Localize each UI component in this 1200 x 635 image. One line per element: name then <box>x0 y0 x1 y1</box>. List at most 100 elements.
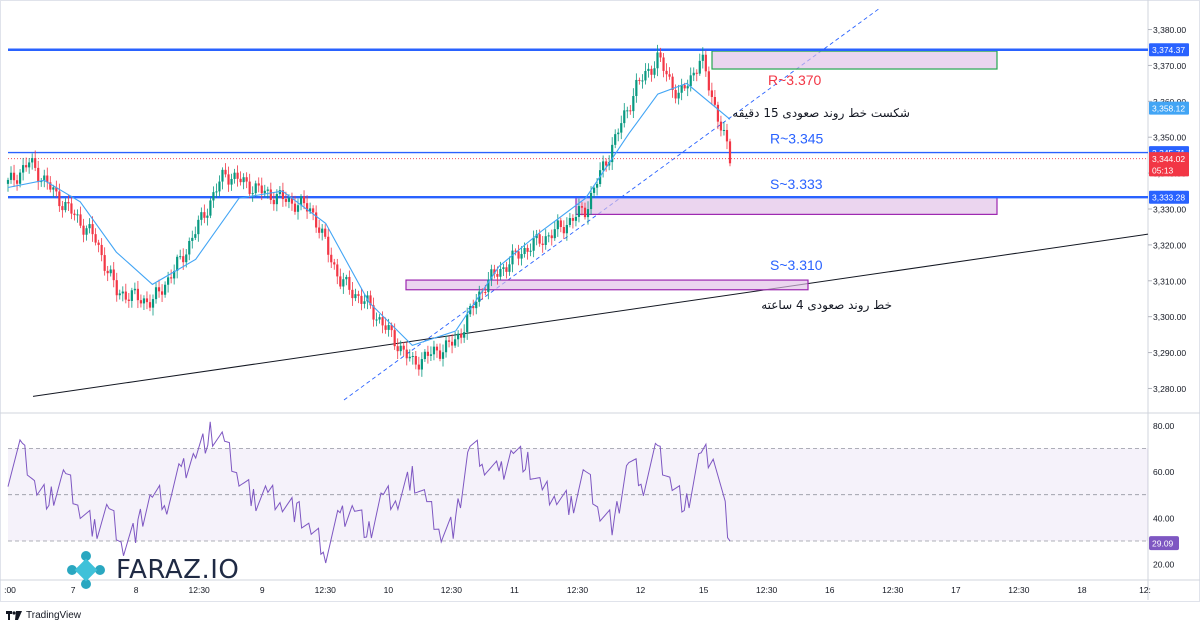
candle-body <box>115 280 118 296</box>
candle-body <box>206 215 209 218</box>
candle-body <box>28 162 31 168</box>
candle-body <box>378 317 381 320</box>
candle-body <box>154 287 158 300</box>
candle-body <box>710 90 713 97</box>
candle-body <box>157 287 161 292</box>
candle-body <box>559 220 562 228</box>
candle-body <box>656 52 659 69</box>
annotation-label: شکست خط روند صعودی 15 دقیقه <box>732 106 910 121</box>
candle-body <box>453 339 457 346</box>
candle-body <box>248 181 251 194</box>
candle-body <box>145 298 149 303</box>
price-tag-text: 3,344.02 <box>1152 154 1185 164</box>
zone-box <box>575 196 998 215</box>
candle-body <box>447 340 451 342</box>
candle-body <box>520 253 523 259</box>
candle-body <box>662 57 665 71</box>
candle-body <box>490 269 493 280</box>
candle-body <box>565 224 568 234</box>
candle-body <box>574 216 578 221</box>
candle-body <box>595 184 599 188</box>
candle-body <box>719 121 723 131</box>
price-tick-label: 3,280.00 <box>1153 384 1186 394</box>
time-tick-label: 12:30 <box>1008 585 1030 595</box>
price-tick-label: 3,310.00 <box>1153 276 1186 286</box>
price-tag-box <box>1149 152 1189 166</box>
candle-body <box>73 213 76 216</box>
candle-body <box>194 234 197 238</box>
candle-body <box>287 197 291 202</box>
candle-body <box>100 244 103 256</box>
zone-box <box>711 50 998 70</box>
candle-body <box>713 96 716 105</box>
candle-body <box>728 141 732 164</box>
candle-body <box>94 234 97 243</box>
price-tick-label: 3,300.00 <box>1153 312 1186 322</box>
candle-body <box>692 72 695 76</box>
candle-body <box>399 345 402 352</box>
candle-body <box>339 276 342 287</box>
candle-body <box>387 325 390 330</box>
candle-body <box>22 165 25 173</box>
candle-body <box>58 191 61 207</box>
time-tick-label: :00 <box>4 585 16 595</box>
candle-body <box>420 359 423 370</box>
candle-body <box>441 352 445 359</box>
candle-body <box>64 201 67 211</box>
rsi-value-text: 29.09 <box>1152 539 1174 549</box>
price-tag-box <box>1149 43 1189 57</box>
candle-body <box>148 302 152 308</box>
candle-body <box>224 169 227 175</box>
candle-body <box>417 364 420 370</box>
candle-body <box>9 172 13 180</box>
candle-body <box>611 144 614 163</box>
price-tick-label: 3,320.00 <box>1153 240 1186 250</box>
annotation-label: خط روند صعودی 4 ساعته <box>761 298 892 313</box>
candle-body <box>151 299 155 308</box>
candle-body <box>333 262 336 265</box>
candle-body <box>695 72 698 74</box>
candle-body <box>70 203 73 214</box>
candle-body <box>188 240 191 255</box>
candle-body <box>725 129 729 142</box>
candle-body <box>505 267 508 272</box>
tradingview-logo-icon <box>6 611 22 620</box>
candle-body <box>281 190 285 200</box>
time-tick-label: 12:30 <box>441 585 463 595</box>
candle-body <box>324 228 327 237</box>
candle-body <box>330 254 333 263</box>
candle-body <box>411 356 414 358</box>
candle-body <box>360 295 363 304</box>
candle-body <box>580 206 584 208</box>
candle-body <box>571 218 575 221</box>
time-tick-label: 12:30 <box>567 585 589 595</box>
candle-body <box>124 291 127 300</box>
time-tick-label: 17 <box>951 585 961 595</box>
candle-body <box>133 288 136 291</box>
candle-body <box>432 346 436 355</box>
candle-body <box>683 85 686 89</box>
candle-body <box>290 197 294 204</box>
candle-body <box>112 269 115 281</box>
time-tick-label: 16 <box>825 585 835 595</box>
candle-body <box>318 227 321 233</box>
candle-body <box>121 291 124 294</box>
candle-body <box>212 192 215 201</box>
candle-body <box>701 54 704 61</box>
candle-body <box>263 190 266 194</box>
tradingview-credit[interactable]: TradingView <box>6 610 81 621</box>
candle-body <box>444 340 448 353</box>
candle-body <box>529 250 532 252</box>
rsi-tick-label: 40.00 <box>1153 513 1175 523</box>
candle-body <box>511 250 514 265</box>
candle-body <box>363 301 366 304</box>
candle-body <box>393 330 396 347</box>
candle-body <box>514 250 517 252</box>
candle-body <box>487 279 490 293</box>
brand-name: FARAZ.IO <box>116 555 240 585</box>
candle-body <box>707 71 710 91</box>
candle-body <box>209 200 212 216</box>
price-tick-label: 3,350.00 <box>1153 133 1186 143</box>
rsi-tick-label: 20.00 <box>1153 560 1175 570</box>
candle-body <box>170 277 173 279</box>
